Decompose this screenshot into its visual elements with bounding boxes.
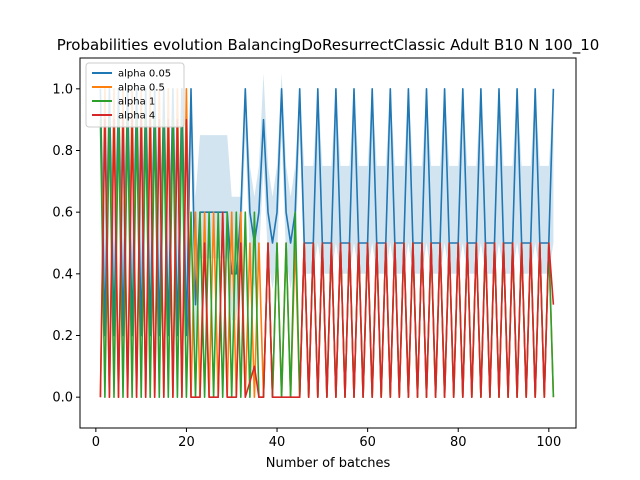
- x-axis-label: Number of batches: [266, 456, 391, 471]
- y-tick-label: 0.8: [52, 144, 73, 159]
- axes-frame: [79, 57, 577, 429]
- series-line-3: [99, 118, 555, 399]
- chart-title: Probabilities evolution BalancingDoResur…: [57, 36, 600, 55]
- y-tick-label: 1.0: [52, 82, 73, 97]
- plot-area: [99, 73, 555, 399]
- y-tick-label: 0.4: [52, 267, 73, 282]
- legend-label-2: alpha 1: [118, 97, 155, 108]
- y-tick-label: 0.6: [52, 206, 73, 221]
- x-tick-label: 80: [450, 435, 467, 450]
- confidence-band-0: [100, 73, 554, 398]
- x-tick-label: 20: [178, 435, 195, 450]
- legend-label-1: alpha 0.5: [118, 83, 165, 94]
- y-tick-label: 0.0: [52, 391, 73, 406]
- legend-box: [85, 62, 185, 128]
- axis-ticks: 0 20 40 60 80 100 0.0 0.2 0.4 0.6 0.8 1.0: [52, 82, 561, 450]
- legend-label-3: alpha 4: [118, 111, 155, 122]
- legend-label-0: alpha 0.05: [118, 69, 171, 80]
- x-tick-label: 60: [359, 435, 376, 450]
- legend: alpha 0.05 alpha 0.5 alpha 1 alpha 4: [85, 62, 185, 128]
- y-tick-label: 0.2: [52, 329, 73, 344]
- x-tick-label: 0: [92, 435, 100, 450]
- x-tick-label: 100: [536, 435, 561, 450]
- x-tick-label: 40: [269, 435, 286, 450]
